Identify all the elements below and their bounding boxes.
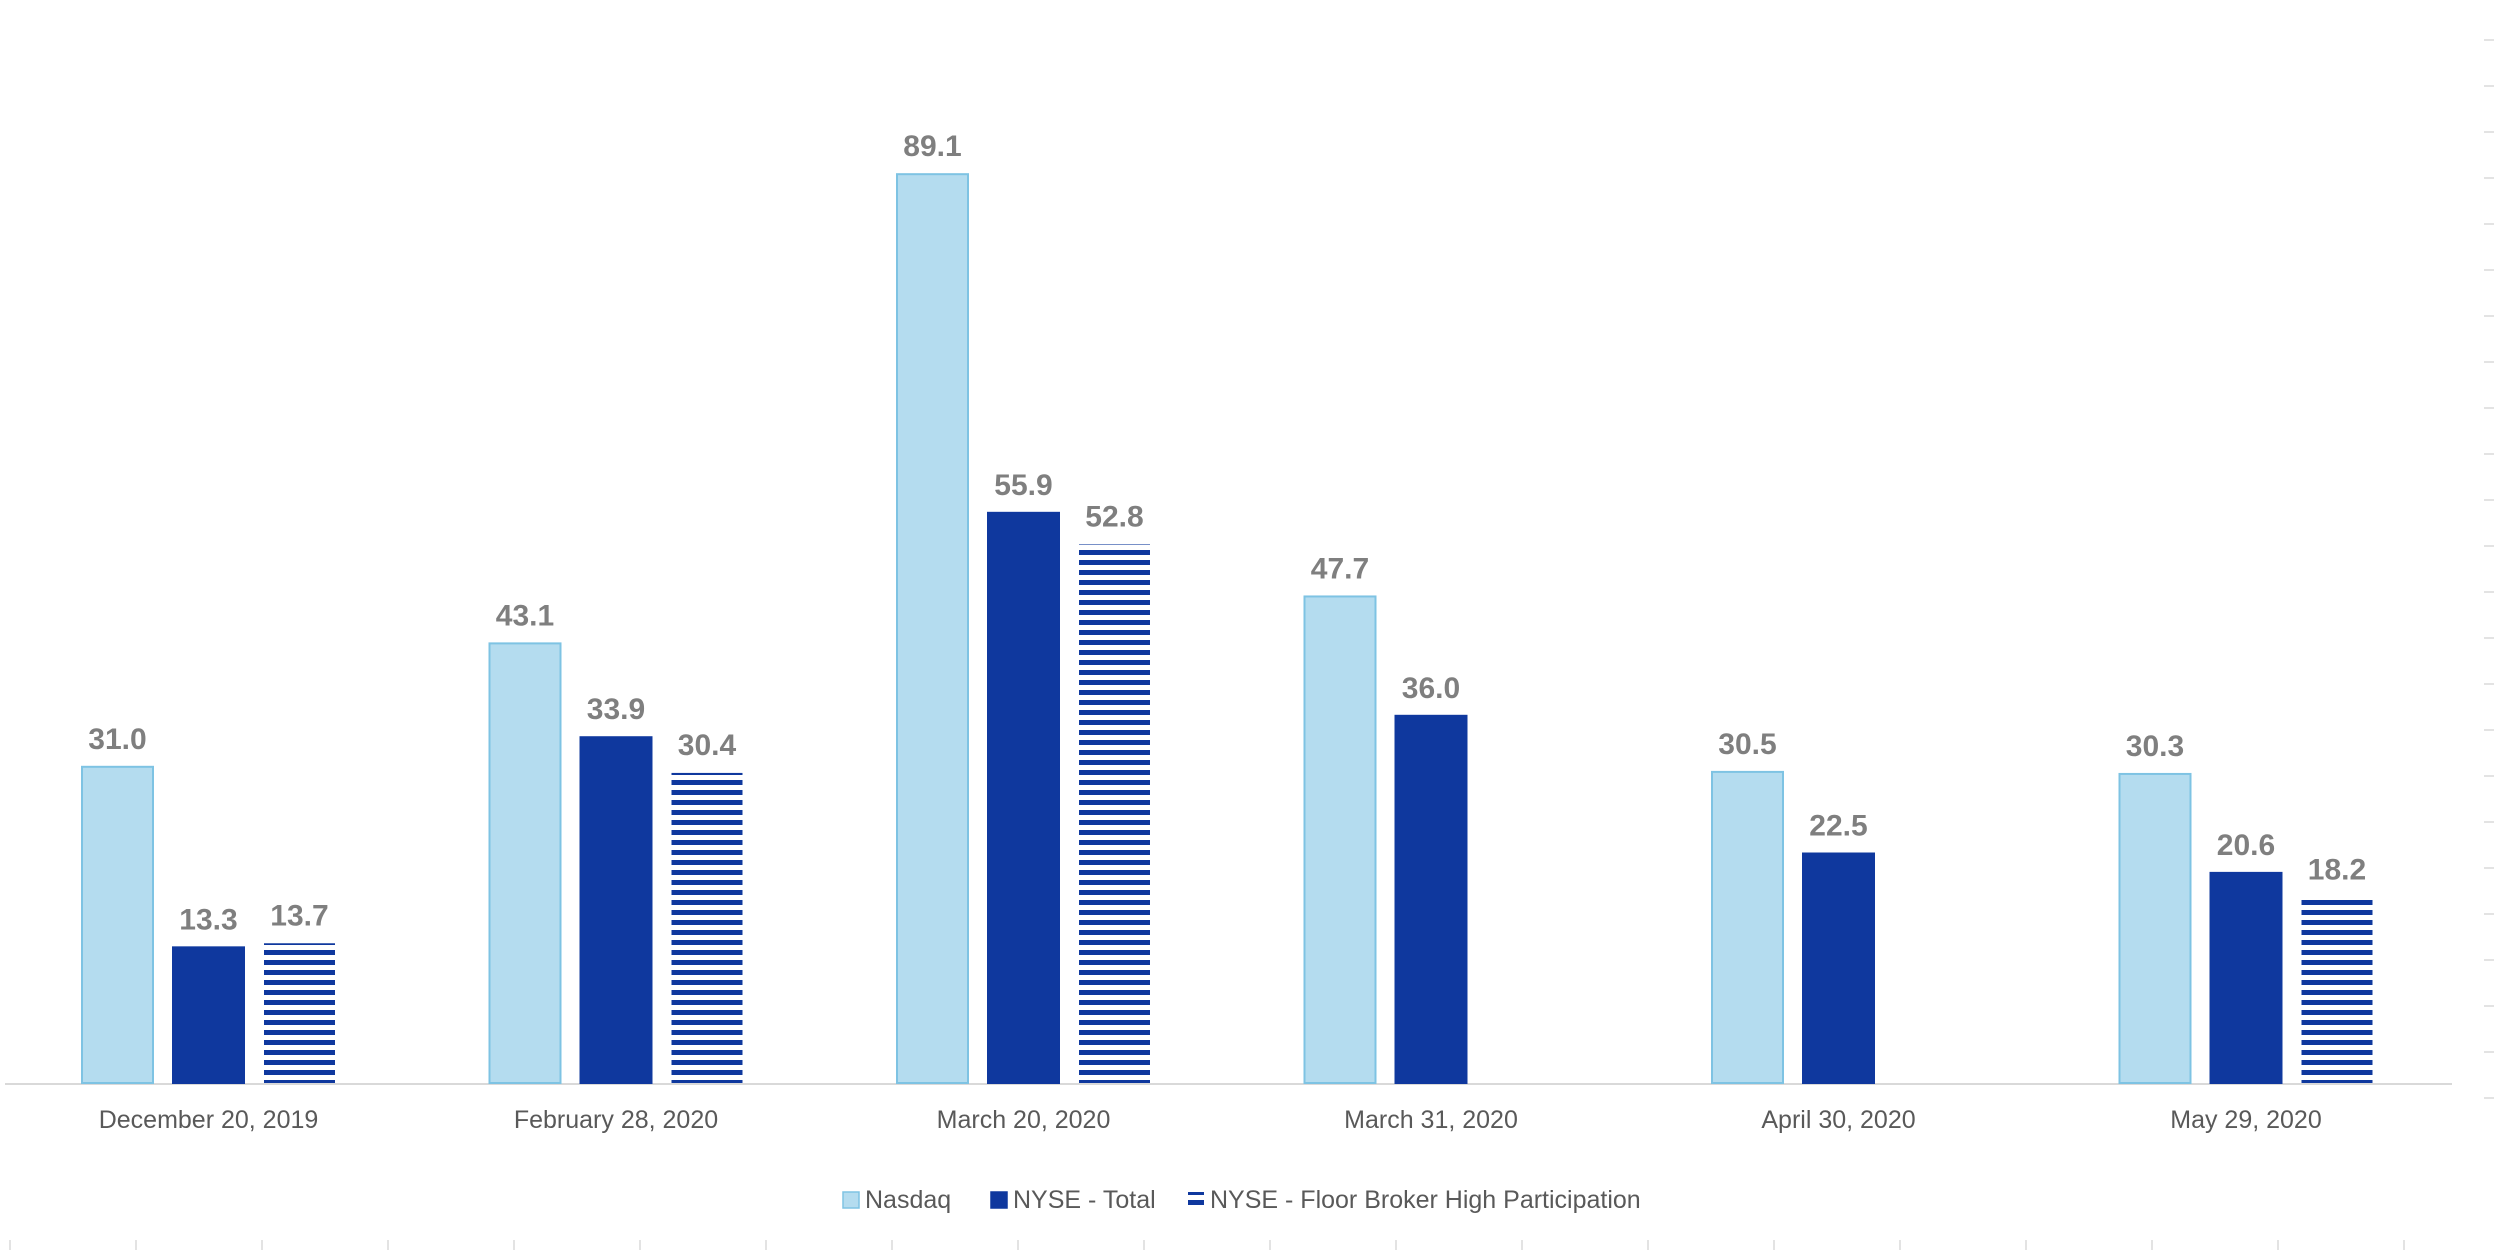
bar-nyse-floor-broker-2 [1079,544,1150,1083]
data-label: 43.1 [496,599,554,632]
bar-nasdaq-5 [2118,772,2192,1084]
data-label: 36.0 [1402,672,1460,705]
data-label: 33.9 [587,693,645,726]
data-label: 30.5 [1718,728,1776,761]
bar-nasdaq-3 [1303,595,1377,1085]
category-label: April 30, 2020 [1761,1106,1915,1134]
bar-nyse-floor-broker-1 [671,772,743,1083]
data-label: 18.2 [2308,853,2366,886]
legend-label: NYSE - Total [1013,1186,1156,1214]
data-label: 52.8 [1085,500,1143,533]
category-label: March 20, 2020 [937,1106,1111,1134]
category-label: February 28, 2020 [514,1106,718,1134]
data-label: 89.1 [903,130,961,163]
legend-swatch [1188,1192,1204,1208]
data-label: 20.6 [2217,829,2275,862]
data-label: 22.5 [1809,810,1867,843]
bar-nyse-total-2 [987,511,1060,1084]
legend-label: NYSE - Floor Broker High Participation [1210,1186,1641,1214]
bar-nyse-floor-broker-5 [2301,897,2373,1083]
value-labels: 31.0 13.3 13.7 43.1 33.9 30.4 89.1 55.9 52.8 47.7… [88,130,2366,936]
data-label: 30.4 [678,729,737,762]
category-label: March 31, 2020 [1344,1106,1518,1134]
bar-nasdaq-1 [488,642,562,1084]
data-label: 31.0 [88,723,146,756]
bar-nyse-floor-broker-0 [264,943,335,1083]
bar-nyse-total-1 [579,736,653,1084]
data-label: 55.9 [994,469,1052,502]
legend: Nasdaq NYSE - Total NYSE - Floor Broker Hi… [842,1186,1641,1214]
right-axis-ticks [2484,39,2494,1099]
legend-swatch [990,1191,1008,1209]
bar-nasdaq-0 [81,765,154,1084]
data-label: 13.3 [179,903,237,936]
bottom-edge-ticks [9,1240,2405,1250]
category-labels: December 20, 2019 February 28, 2020 March … [99,1106,2322,1134]
bar-nyse-total-3 [1394,714,1468,1084]
data-label: 30.3 [2126,730,2184,763]
bar-nyse-total-4 [1802,852,1875,1084]
legend-swatch [842,1191,860,1209]
data-label: 47.7 [1311,552,1369,585]
bar-nasdaq-2 [896,173,969,1084]
bars [81,173,2373,1085]
bar-nyse-total-5 [2209,871,2283,1084]
bar-nasdaq-4 [1711,770,1784,1085]
legend-label: Nasdaq [865,1186,951,1214]
data-label: 13.7 [270,899,328,932]
category-label: May 29, 2020 [2170,1106,2322,1134]
category-label: December 20, 2019 [99,1106,319,1134]
bar-nyse-total-0 [172,946,245,1085]
